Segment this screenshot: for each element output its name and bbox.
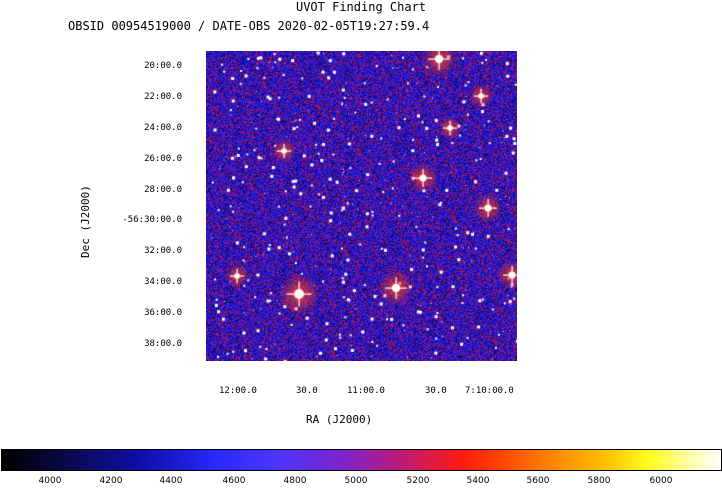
ra-tick: 30.0 xyxy=(425,386,447,396)
ra-tick: 30.0 xyxy=(296,386,318,396)
dec-tick: 32:00.0 xyxy=(144,246,182,256)
dec-tick: 26:00.0 xyxy=(144,154,182,164)
colorbar-label: 4000 xyxy=(38,476,62,486)
dec-tick: 36:00.0 xyxy=(144,308,182,318)
dec-tick: 34:00.0 xyxy=(144,277,182,287)
colorbar-label: 4800 xyxy=(283,476,307,486)
colorbar-label: 6000 xyxy=(649,476,673,486)
dec-tick: 38:00.0 xyxy=(144,339,182,349)
ra-tick: 7:10:00.0 xyxy=(465,386,514,396)
dec-axis-label: Dec (J2000) xyxy=(79,185,92,258)
colorbar-label: 4200 xyxy=(99,476,123,486)
chart-title: UVOT Finding Chart xyxy=(295,0,427,14)
colorbar xyxy=(1,449,722,471)
colorbar-label: 4400 xyxy=(159,476,183,486)
ra-axis-label: RA (J2000) xyxy=(306,413,373,426)
dec-tick: 20:00.0 xyxy=(144,61,182,71)
dec-tick: 28:00.0 xyxy=(144,185,182,195)
chart-subtitle: OBSID 00954519000 / DATE-OBS 2020-02-05T… xyxy=(68,19,430,33)
dec-tick: 22:00.0 xyxy=(144,92,182,102)
colorbar-label: 5400 xyxy=(466,476,490,486)
uvot-image-canvas xyxy=(206,51,517,361)
dec-tick: -56:30:00.0 xyxy=(122,215,182,225)
colorbar-label: 5600 xyxy=(526,476,550,486)
dec-tick: 24:00.0 xyxy=(144,123,182,133)
colorbar-label: 5800 xyxy=(587,476,611,486)
ra-tick: 11:00.0 xyxy=(347,386,385,396)
finding-chart-image xyxy=(206,51,517,361)
ra-tick: 12:00.0 xyxy=(219,386,257,396)
colorbar-label: 5200 xyxy=(406,476,430,486)
colorbar-label: 5000 xyxy=(344,476,368,486)
colorbar-label: 4600 xyxy=(222,476,246,486)
